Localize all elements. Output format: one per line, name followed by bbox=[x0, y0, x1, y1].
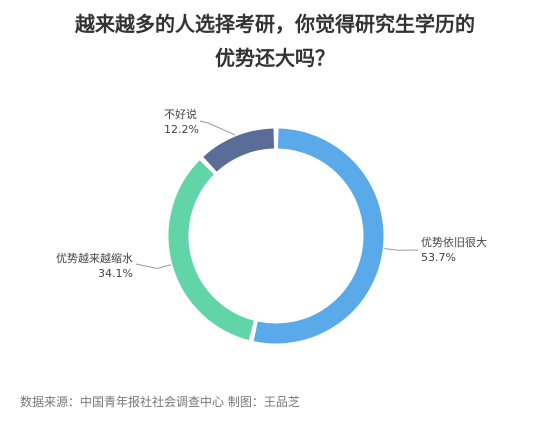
slice-value-label-3: 12.2% bbox=[164, 123, 199, 136]
donut-slice-3 bbox=[203, 128, 275, 172]
slice-label-1: 优势依旧很大 bbox=[421, 235, 487, 249]
slice-label-2: 优势越来越缩水 bbox=[56, 251, 133, 265]
leader-line-3 bbox=[199, 120, 236, 136]
chart-title-line-2: 优势还大吗？ bbox=[215, 46, 335, 70]
leader-line-2 bbox=[135, 263, 171, 269]
slice-label-3: 不好说 bbox=[164, 107, 197, 121]
chart-title-line-1: 越来越多的人选择考研，你觉得研究生学历的 bbox=[75, 12, 475, 36]
slice-value-label-1: 53.7% bbox=[421, 251, 456, 264]
source-note: 数据来源：中国青年报社社会调查中心 制图：王品芝 bbox=[20, 395, 300, 409]
leader-line-1 bbox=[384, 248, 419, 251]
donut-slice-2 bbox=[168, 160, 254, 340]
donut-slice-1 bbox=[253, 128, 384, 344]
slice-value-label-2: 34.1% bbox=[98, 267, 133, 280]
